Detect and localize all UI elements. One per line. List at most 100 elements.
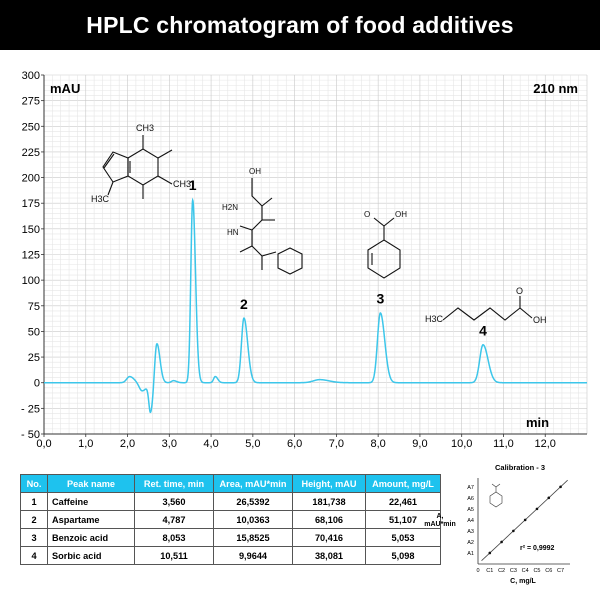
y-tick-label: 100 [22, 275, 40, 287]
svg-text:H3C: H3C [91, 194, 110, 204]
svg-text:CH3: CH3 [136, 123, 154, 133]
calibration-y-tick: A6 [467, 496, 474, 502]
x-tick-label: 8,0 [371, 438, 386, 450]
table-row: 2 Aspartame 4,787 10,0363 68,106 51,107 [20, 510, 441, 529]
header-peak-name: Peak name [47, 474, 135, 493]
caffeine-structure-icon [102, 135, 173, 199]
header-no: No. [20, 474, 48, 493]
calibration-plot: Calibration - 3 A, mAU*min C, mg/L r² = … [424, 463, 570, 585]
calibration-x-tick: C3 [510, 568, 517, 574]
caffeine-labels: CH3 CH3 H3C [91, 123, 191, 204]
calibration-x-tick: C7 [557, 568, 564, 574]
y-tick-label: 175 [22, 198, 40, 210]
svg-text:H3C: H3C [425, 314, 444, 324]
table-row: 3 Benzoic acid 8,053 15,8525 70,416 5,053 [20, 528, 441, 547]
calibration-point [488, 551, 492, 555]
calibration-point [512, 529, 515, 533]
y-tick-label: - 25 [21, 403, 40, 415]
chromatogram-trace [44, 197, 587, 414]
svg-text:HN: HN [227, 228, 239, 237]
y-tick-label: 0 [34, 378, 40, 390]
calibration-x-tick: 0 [476, 568, 479, 574]
header-height: Height, mAU [292, 474, 366, 493]
peak-labels: 1 2 3 4 [189, 177, 487, 339]
svg-text:O: O [516, 286, 523, 296]
header-ret-time: Ret. time, min [134, 474, 214, 493]
peak-label: 3 [376, 291, 384, 307]
peak-label: 2 [240, 296, 248, 312]
svg-text:CH3: CH3 [173, 179, 191, 189]
calibration-y-tick: A5 [467, 507, 474, 513]
calibration-point [500, 540, 503, 544]
benzoic-labels: O OH [364, 210, 407, 219]
results-table: No. Peak name Ret. time, min Area, mAU*m… [20, 474, 441, 565]
calibration-ylabel-unit: mAU*min [424, 521, 456, 528]
x-tick-label: 4,0 [203, 438, 218, 450]
x-tick-labels: 0,0 1,0 2,0 3,0 4,0 5,0 6,0 7,0 8,0 9,0 10,0 11,0 12… [36, 434, 556, 450]
y-tick-label: 300 [22, 70, 40, 82]
y-tick-label: 25 [28, 352, 40, 364]
benzoic-acid-structure-icon [367, 217, 401, 279]
table-row: 1 Caffeine 3,560 26,5392 181,738 22,461 [20, 492, 441, 511]
calibration-x-tick: C5 [533, 568, 540, 574]
calibration-ylabel: A, [437, 513, 444, 520]
y-axis-label: mAU [50, 81, 80, 96]
x-tick-label: 6,0 [287, 438, 302, 450]
chart-title: HPLC chromatogram of food additives [86, 11, 514, 38]
calibration-title: Calibration - 3 [495, 463, 545, 472]
table-row: 4 Sorbic acid 10,511 9,9644 38,081 5,098 [20, 546, 441, 565]
y-tick-label: 250 [22, 121, 40, 133]
calibration-point [559, 485, 562, 489]
x-tick-label: 0,0 [36, 438, 51, 450]
aspartame-labels: OH H2N HN [222, 167, 261, 237]
calibration-y-tick: A3 [467, 529, 474, 535]
svg-text:H2N: H2N [222, 203, 238, 212]
aspartame-structure-icon [239, 178, 303, 275]
calibration-point [523, 518, 527, 522]
calibration-y-tick: A7 [467, 485, 474, 491]
y-tick-label: 225 [22, 147, 40, 159]
calibration-point [547, 496, 551, 500]
x-axis-label: min [526, 415, 549, 430]
y-tick-label: 50 [28, 326, 40, 338]
calibration-r2: r² = 0,9992 [520, 545, 555, 552]
svg-text:OH: OH [533, 315, 547, 325]
x-tick-label: 5,0 [245, 438, 260, 450]
calibration-x-tick: C2 [498, 568, 505, 574]
y-tick-label: 75 [28, 301, 40, 313]
calibration-y-tick: A4 [467, 518, 474, 524]
svg-text:O: O [364, 210, 370, 219]
calibration-x-tick: C4 [522, 568, 529, 574]
peak-label: 4 [479, 323, 487, 339]
peak-label: 1 [189, 177, 197, 193]
y-tick-label: 125 [22, 250, 40, 262]
calibration-x-tick: C6 [545, 568, 552, 574]
wavelength-label: 210 nm [533, 81, 578, 96]
title-bar: HPLC chromatogram of food additives [0, 0, 600, 50]
svg-text:OH: OH [249, 167, 261, 176]
x-tick-label: 10,0 [451, 438, 472, 450]
calibration-graphics: A7 A6 A5 A4 A3 A2 A1 0 C1 C2 C3 C4 C5 C6 C7 [467, 478, 570, 574]
calibration-x-tick: C1 [486, 568, 493, 574]
y-tick-label: 150 [22, 224, 40, 236]
x-tick-label: 11,0 [493, 438, 514, 450]
svg-text:OH: OH [395, 210, 407, 219]
calibration-xlabel: C, mg/L [510, 578, 536, 585]
header-area: Area, mAU*min [213, 474, 293, 493]
x-tick-label: 7,0 [329, 438, 344, 450]
sorbic-labels: H3C O OH [425, 286, 547, 325]
x-tick-label: 3,0 [162, 438, 177, 450]
calibration-point [535, 507, 539, 511]
y-tick-label: 275 [22, 96, 40, 108]
grid [43, 74, 588, 435]
sorbic-acid-structure-icon [442, 296, 533, 321]
calibration-y-tick: A1 [467, 551, 474, 557]
y-tick-label: - 50 [21, 429, 40, 441]
x-tick-label: 9,0 [412, 438, 427, 450]
table-header-row: No. Peak name Ret. time, min Area, mAU*m… [20, 474, 441, 493]
benzoic-mini-icon [489, 483, 503, 508]
calibration-y-tick: A2 [467, 540, 474, 546]
x-tick-label: 1,0 [78, 438, 93, 450]
